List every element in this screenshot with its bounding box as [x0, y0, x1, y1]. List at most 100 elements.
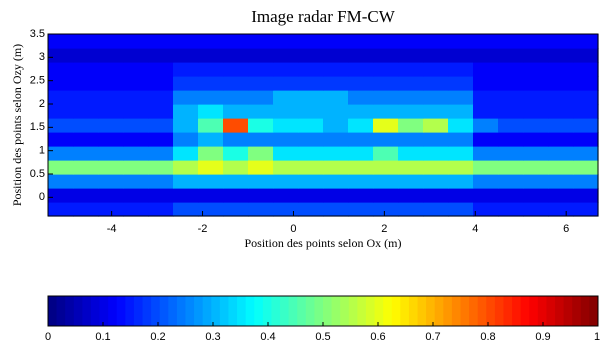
heatmap-cell	[273, 34, 299, 49]
heatmap-cell	[123, 62, 149, 77]
heatmap-cell	[198, 202, 224, 217]
heatmap-cell	[298, 34, 324, 49]
heatmap-cell	[48, 202, 74, 217]
heatmap-cell	[548, 76, 574, 91]
heatmap-cell	[448, 104, 474, 119]
heatmap-cell	[398, 118, 424, 133]
heatmap-cell	[423, 34, 449, 49]
heatmap-cell	[48, 76, 74, 91]
y-tick-label: 3	[39, 51, 45, 63]
heatmap-cell	[98, 90, 124, 105]
heatmap-cell	[323, 48, 349, 63]
heatmap-cell	[573, 160, 599, 175]
heatmap-cell	[123, 90, 149, 105]
colorbar-segment	[271, 296, 281, 326]
heatmap-cell	[323, 174, 349, 189]
heatmap-cell	[223, 118, 249, 133]
heatmap-cell	[73, 104, 99, 119]
heatmap-cell	[348, 62, 374, 77]
heatmap-cell	[498, 34, 524, 49]
heatmap-cell	[323, 118, 349, 133]
heatmap-cell	[573, 118, 599, 133]
heatmap-cell	[448, 146, 474, 161]
heatmap-cell	[473, 90, 499, 105]
heatmap-cell	[273, 146, 299, 161]
heatmap-cell	[298, 202, 324, 217]
heatmap-cell	[573, 48, 599, 63]
heatmap-cell	[323, 132, 349, 147]
heatmap-cell	[223, 90, 249, 105]
heatmap-cell	[498, 132, 524, 147]
colorbar-segment	[365, 296, 376, 326]
heatmap-cell	[373, 160, 399, 175]
colorbar-segment	[228, 296, 238, 326]
heatmap-cell	[148, 174, 174, 189]
heatmap-cell	[423, 90, 449, 105]
colorbar-segment	[426, 296, 436, 326]
heatmap-cell	[323, 90, 349, 105]
heatmap-cell	[423, 146, 449, 161]
heatmap-cell	[323, 160, 349, 175]
heatmap-cell	[398, 90, 424, 105]
heatmap-cell	[473, 174, 499, 189]
heatmap-cell	[448, 118, 474, 133]
heatmap-cell	[323, 146, 349, 161]
heatmap-cell	[298, 188, 324, 203]
heatmap-cell	[398, 76, 424, 91]
heatmap-cell	[273, 202, 299, 217]
heatmap-cell	[473, 160, 499, 175]
heatmap-cell	[498, 160, 524, 175]
heatmap-cell	[48, 48, 74, 63]
heatmap-cell	[248, 202, 274, 217]
heatmap-cell	[398, 202, 424, 217]
colorbar-segment	[108, 296, 118, 326]
heatmap-cell	[248, 118, 274, 133]
colorbar-segment	[400, 296, 410, 326]
heatmap-cell	[448, 132, 474, 147]
colorbar-tick-label: 0.3	[205, 331, 220, 343]
heatmap-cell	[373, 48, 399, 63]
heatmap-cell	[173, 34, 199, 49]
heatmap-cell	[523, 202, 549, 217]
heatmap-cell	[373, 188, 399, 203]
heatmap-cell	[498, 62, 524, 77]
colorbar-segment	[434, 296, 444, 326]
heatmap-cell	[223, 34, 249, 49]
heatmap-cell	[148, 202, 174, 217]
heatmap-cell	[348, 76, 374, 91]
heatmap-cell	[548, 34, 574, 49]
heatmap-cell	[573, 202, 599, 217]
heatmap-cell	[348, 90, 374, 105]
colorbar-segment	[159, 296, 169, 326]
heatmap-cell	[173, 188, 199, 203]
heatmap-cell	[48, 146, 74, 161]
heatmap-cell	[273, 62, 299, 77]
heatmap-cell	[223, 160, 249, 175]
heatmap-cell	[448, 62, 474, 77]
heatmap-cell	[98, 160, 124, 175]
heatmap-cell	[98, 34, 124, 49]
heatmap-cell	[248, 188, 274, 203]
heatmap-cell	[298, 76, 324, 91]
heatmap-cell	[548, 146, 574, 161]
heatmap-cell	[223, 132, 249, 147]
heatmap-cell	[73, 62, 99, 77]
heatmap-cell	[73, 76, 99, 91]
heatmap-cell	[273, 90, 299, 105]
colorbar-segment	[580, 296, 590, 326]
colorbar-segment	[219, 296, 229, 326]
heatmap-cell	[523, 174, 549, 189]
x-tick-label: -4	[107, 223, 117, 235]
heatmap-cell	[248, 146, 274, 161]
colorbar-segment	[503, 296, 513, 326]
colorbar-segment	[348, 296, 358, 326]
heatmap-cell	[548, 188, 574, 203]
colorbar-tick-label: 0.9	[535, 331, 550, 343]
heatmap-cell	[448, 160, 474, 175]
x-tick-label: 4	[472, 223, 478, 235]
heatmap-cell	[223, 62, 249, 77]
heatmap-cell	[548, 132, 574, 147]
y-tick-label: 2	[39, 98, 45, 110]
heatmap-cell	[398, 48, 424, 63]
y-tick-label: 0.5	[30, 168, 45, 180]
